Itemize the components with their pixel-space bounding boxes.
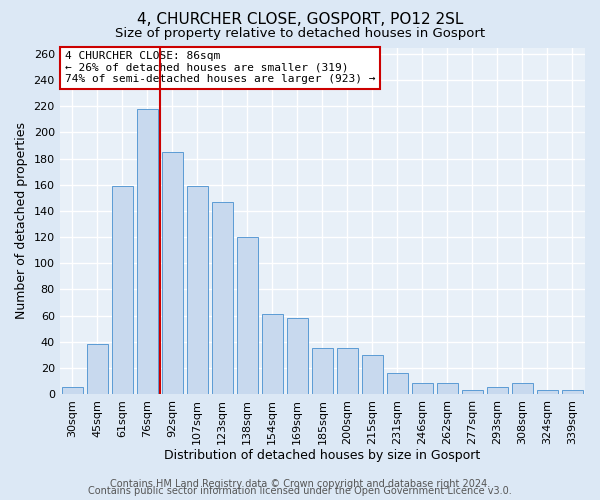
Bar (562, 390, 583, 394)
Bar (512, 384, 533, 394)
Bar (437, 384, 458, 394)
Text: 4 CHURCHER CLOSE: 86sqm
← 26% of detached houses are smaller (319)
74% of semi-d: 4 CHURCHER CLOSE: 86sqm ← 26% of detache… (65, 51, 376, 84)
Bar (412, 384, 433, 394)
Bar (62, 388, 83, 394)
X-axis label: Distribution of detached houses by size in Gosport: Distribution of detached houses by size … (164, 450, 481, 462)
Bar (112, 186, 133, 394)
Text: Contains HM Land Registry data © Crown copyright and database right 2024.: Contains HM Land Registry data © Crown c… (110, 479, 490, 489)
Bar (387, 373, 408, 394)
Bar (86, 344, 108, 394)
Bar (187, 186, 208, 394)
Bar (236, 237, 258, 394)
Bar (287, 318, 308, 394)
Text: 4, CHURCHER CLOSE, GOSPORT, PO12 2SL: 4, CHURCHER CLOSE, GOSPORT, PO12 2SL (137, 12, 463, 28)
Text: Size of property relative to detached houses in Gosport: Size of property relative to detached ho… (115, 28, 485, 40)
Bar (337, 348, 358, 394)
Bar (137, 109, 158, 394)
Bar (262, 314, 283, 394)
Bar (462, 390, 483, 394)
Bar (537, 390, 558, 394)
Bar (487, 388, 508, 394)
Bar (312, 348, 333, 394)
Y-axis label: Number of detached properties: Number of detached properties (15, 122, 28, 319)
Bar (161, 152, 183, 394)
Bar (362, 354, 383, 394)
Text: Contains public sector information licensed under the Open Government Licence v3: Contains public sector information licen… (88, 486, 512, 496)
Bar (212, 202, 233, 394)
